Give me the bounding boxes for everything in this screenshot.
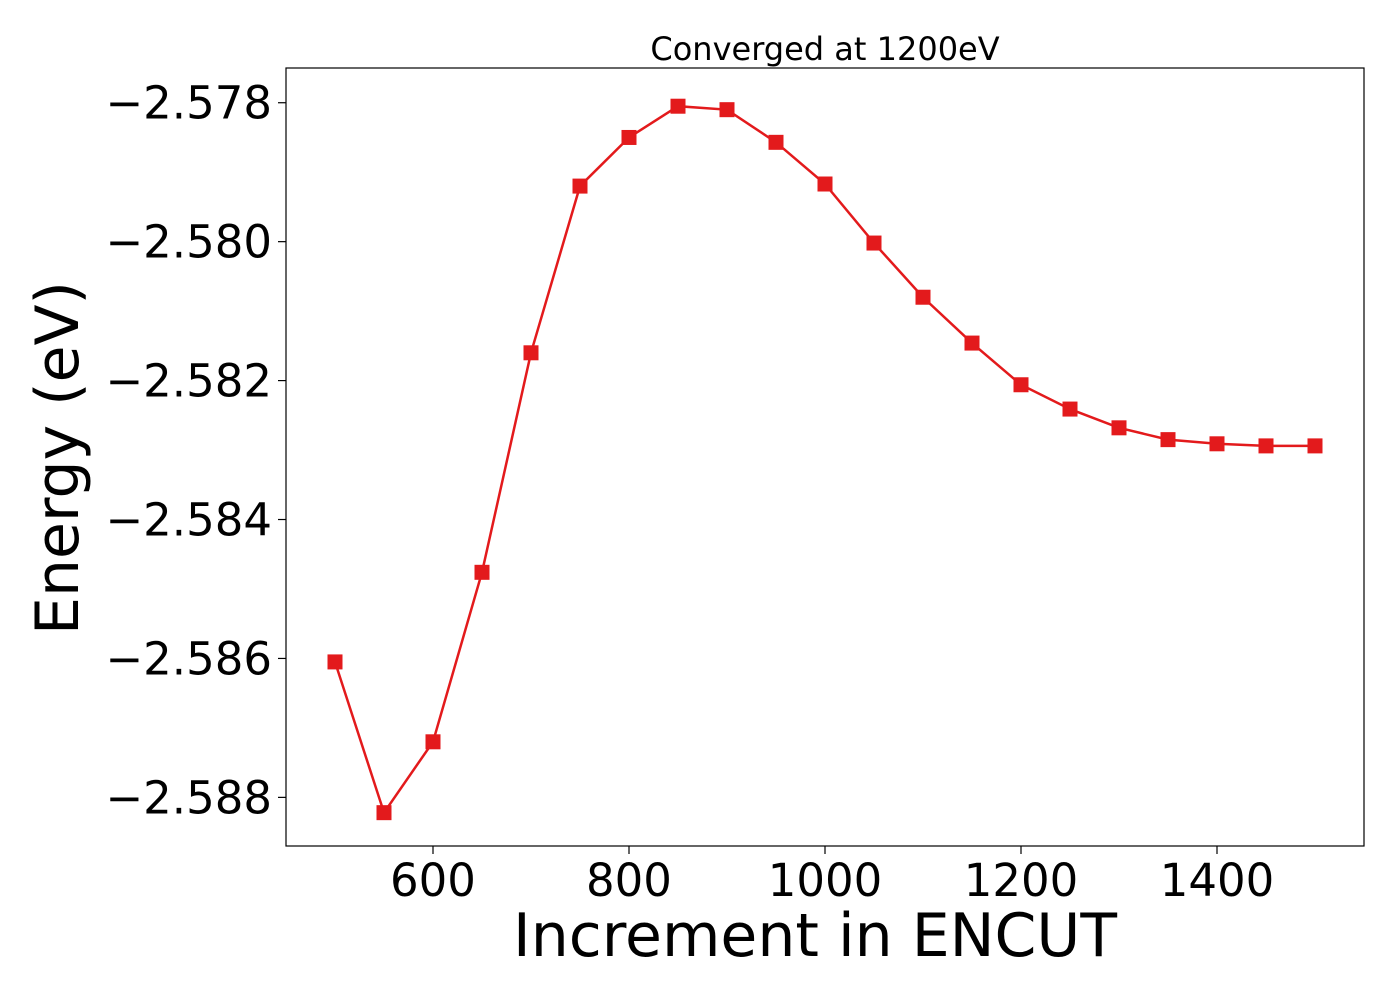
data-point [1209, 436, 1225, 452]
data-point [327, 654, 343, 670]
y-tick-label: −2.588 [105, 771, 272, 824]
series-line [333, 104, 1315, 816]
chart-title: Converged at 1200eV [650, 30, 999, 68]
data-point [719, 102, 735, 118]
x-tick-label: 800 [586, 854, 672, 907]
data-point [964, 335, 980, 351]
data-point [670, 98, 686, 114]
x-axis-label: Increment in ENCUT [513, 901, 1117, 971]
data-point [1013, 377, 1029, 393]
data-point [1160, 432, 1176, 448]
data-point [1307, 438, 1323, 454]
x-tick-label: 1200 [964, 854, 1079, 907]
data-point [425, 734, 441, 750]
data-point [817, 176, 833, 192]
y-tick-label: −2.586 [105, 632, 272, 685]
data-point [376, 805, 392, 821]
data-point [621, 129, 637, 145]
y-axis: −2.578 −2.580 −2.582 −2.584 −2.586 −2.588 [105, 77, 286, 824]
x-tick-label: 600 [390, 854, 476, 907]
x-tick-label: 1400 [1160, 854, 1275, 907]
x-tick-label: 1000 [768, 854, 883, 907]
data-point [1258, 438, 1274, 454]
data-point [1062, 401, 1078, 417]
plot-area [327, 98, 1323, 821]
data-point [523, 345, 539, 361]
y-tick-label: −2.578 [105, 77, 272, 130]
data-point [915, 289, 931, 305]
y-tick-label: −2.580 [105, 216, 272, 269]
data-point [866, 235, 882, 251]
x-axis: 600 800 1000 1200 1400 [390, 846, 1274, 907]
y-axis-label: Energy (eV) [23, 281, 93, 635]
data-point [1111, 420, 1127, 436]
data-point [768, 134, 784, 150]
y-tick-label: −2.584 [105, 494, 272, 547]
data-point [572, 178, 588, 194]
data-point [474, 564, 490, 580]
y-tick-label: −2.582 [105, 355, 272, 408]
